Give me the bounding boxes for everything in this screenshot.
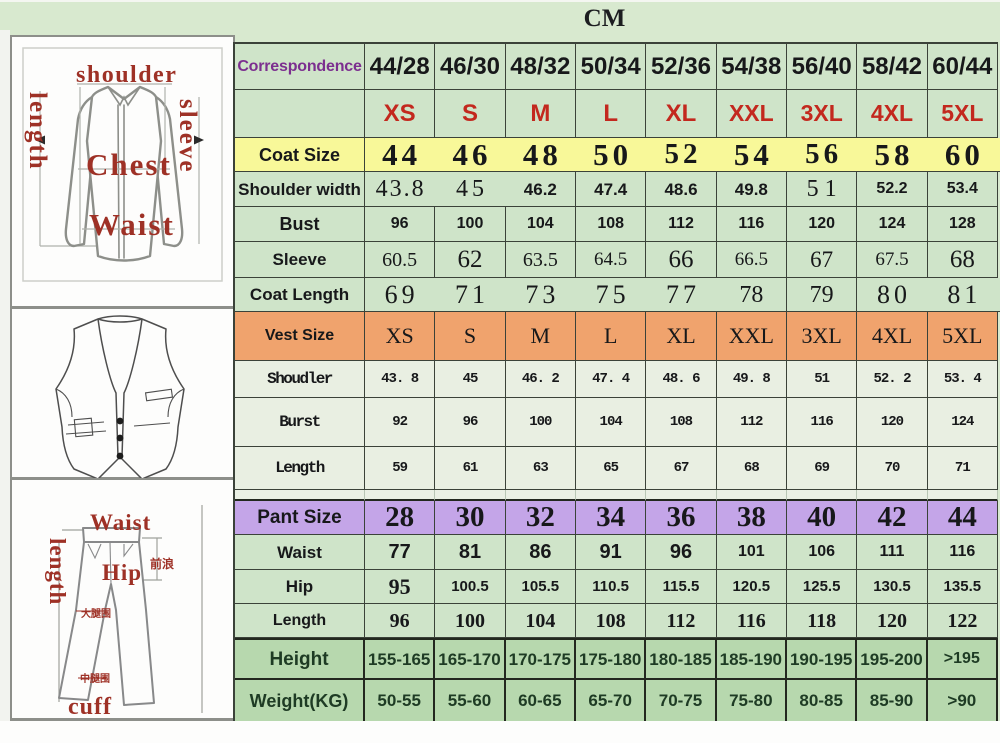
svg-text:Chest: Chest [86, 147, 172, 182]
svg-text:length: length [45, 538, 70, 605]
svg-text:大腿围: 大腿围 [81, 607, 111, 620]
svg-text:cuff: cuff [68, 694, 112, 718]
svg-text:Waist: Waist [90, 510, 151, 535]
svg-text:前浪: 前浪 [150, 556, 174, 571]
svg-text:shoulder: shoulder [76, 62, 177, 88]
svg-text:Waist: Waist [89, 207, 175, 242]
svg-text:length: length [24, 92, 51, 171]
svg-text:sleeve: sleeve [174, 99, 201, 173]
svg-text:Hip: Hip [102, 560, 142, 585]
